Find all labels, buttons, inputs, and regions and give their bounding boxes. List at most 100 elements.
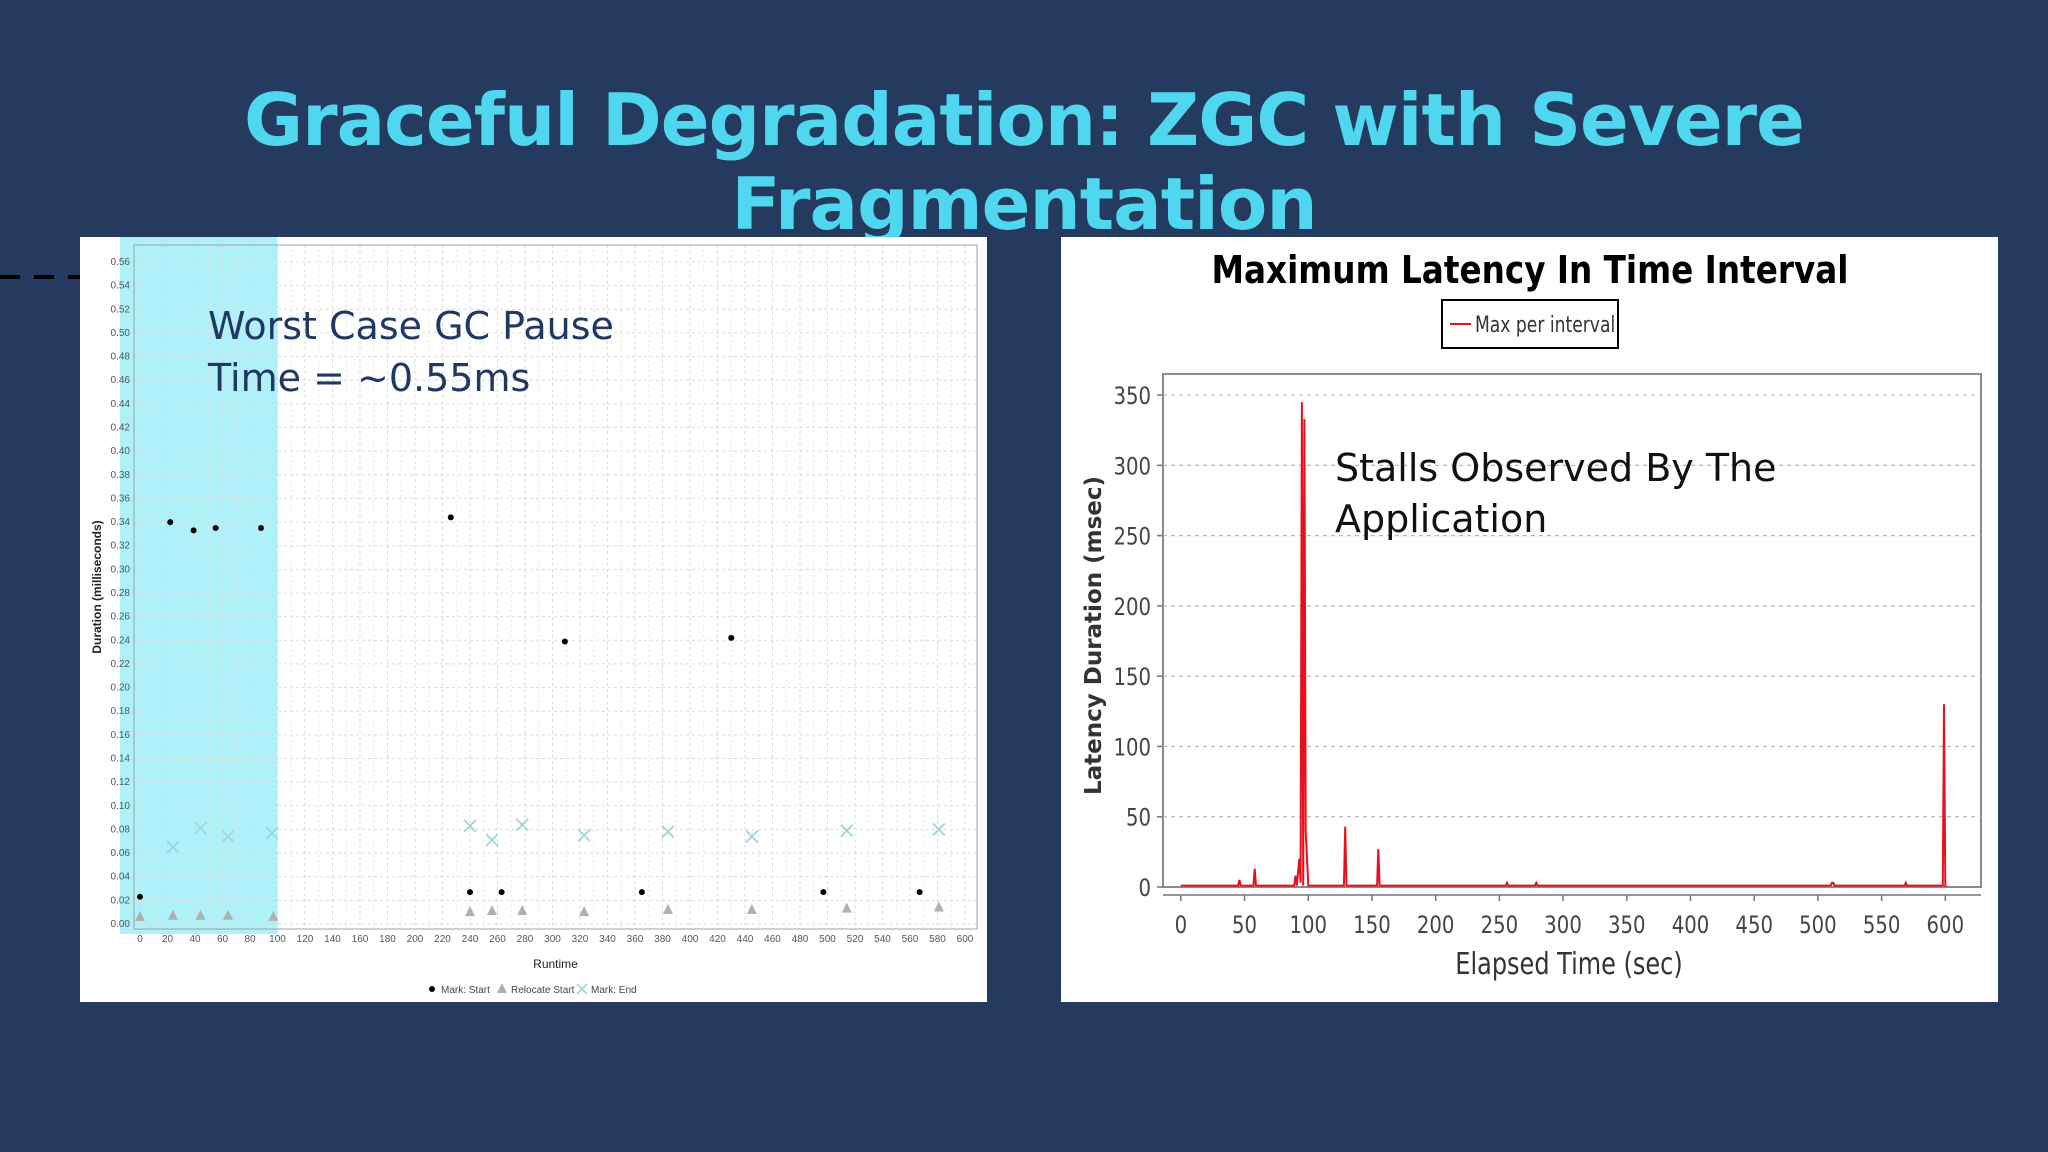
y-tick-label: 50	[1126, 805, 1151, 832]
mark-start-point	[190, 527, 197, 534]
x-tick-label: 500	[819, 934, 836, 945]
mark-end-point	[193, 821, 208, 835]
x-tick-label: 0	[1175, 912, 1188, 939]
mark-start-point	[916, 889, 923, 896]
scatter-plot-svg: 0 20 40 60 80 100 120 140 160 180 200 220 240 260 280 3…	[90, 237, 978, 996]
legend-box	[1441, 299, 1619, 349]
x-tick-label: 180	[379, 934, 396, 945]
y-tick-label: 0.52	[111, 304, 131, 315]
mark-start-point	[137, 893, 143, 900]
y-tick-label: 0.30	[111, 564, 131, 575]
relocate-start-point	[487, 904, 497, 915]
legend-label: Relocate Start	[511, 985, 575, 996]
x-tick-label: 600	[957, 934, 974, 945]
x-tick-label: 500	[1799, 912, 1837, 939]
relocate-start-point	[663, 903, 673, 914]
x-tick-label: 200	[1417, 912, 1455, 939]
x-tick-label: 350	[1608, 912, 1646, 939]
x-tick-label: 380	[654, 934, 671, 945]
y-tick-label: 0.40	[111, 446, 131, 457]
x-tick-label: 400	[682, 934, 699, 945]
x-tick-label: 60	[217, 934, 229, 945]
x-tick-label: 450	[1735, 912, 1773, 939]
mark-start-point	[447, 514, 454, 521]
mark-end-point	[515, 818, 529, 832]
y-tick-label: 200	[1113, 594, 1151, 621]
y-tick-label: 0.24	[111, 635, 131, 646]
y-tick-label: 0.36	[111, 493, 131, 504]
gc-pause-scatter-chart: 0 20 40 60 80 100 120 140 160 180 200 220 240 260 280 3…	[80, 237, 987, 1002]
mark-end-point	[463, 819, 477, 833]
y-tick-label: 0.32	[111, 541, 131, 552]
y-tick-label: 100	[1113, 735, 1151, 762]
x-tick-label: 200	[407, 934, 424, 945]
x-tick-label: 150	[1353, 912, 1391, 939]
legend-x-icon	[576, 983, 588, 995]
mark-start-point	[212, 524, 219, 531]
y-tick-label: 0.18	[111, 706, 131, 717]
x-tick-label: 100	[1289, 912, 1327, 939]
mark-end-point	[577, 828, 591, 842]
y-tick-label: 0.44	[111, 399, 131, 410]
relocate-start-point	[135, 910, 145, 921]
x-tick-label: 550	[1863, 912, 1901, 939]
mark-end-point	[221, 829, 235, 844]
y-tick-label: 0.34	[111, 517, 131, 528]
relocate-start-point	[465, 906, 475, 917]
annotation-line-2: Application	[1335, 497, 1547, 541]
legend-label: Mark: End	[591, 985, 637, 996]
y-tick-label: 0.28	[111, 588, 131, 599]
mark-start-point	[561, 638, 568, 645]
y-tick-label: 0.12	[111, 777, 131, 788]
y-tick-label: 0.56	[111, 257, 131, 268]
mark-start-point	[167, 519, 174, 526]
y-tick-label: 0.46	[111, 375, 131, 386]
y-tick-label: 0.02	[111, 895, 131, 906]
x-tick-label: 250	[1481, 912, 1519, 939]
x-tick-label: 220	[434, 934, 451, 945]
x-tick-label: 260	[489, 934, 506, 945]
plot-frame	[1162, 373, 1982, 888]
x-tick-label: 580	[929, 934, 946, 945]
highlight-region	[120, 237, 278, 934]
mark-end-point	[932, 822, 946, 837]
y-tick-label: 0.06	[111, 848, 131, 859]
mark-end-point	[745, 829, 759, 844]
y-tick-label: 0.48	[111, 352, 131, 363]
max-latency-line-chart: Maximum Latency In Time Interval Max per …	[1061, 237, 1998, 1002]
x-tick-label: 0	[137, 934, 143, 945]
y-tick-label: 0.04	[111, 872, 131, 883]
y-tick-label: 0.26	[111, 612, 131, 623]
y-axis-label: Latency Duration (msec)	[1081, 476, 1107, 795]
relocate-start-point	[195, 909, 206, 920]
relocate-start-point	[841, 902, 852, 913]
chart-title: Maximum Latency In Time Interval	[1211, 249, 1848, 293]
mark-end-point	[485, 833, 499, 847]
x-tick-label: 300	[544, 934, 561, 945]
x-tick-label: 560	[902, 934, 919, 945]
y-tick-label: 0.08	[111, 824, 131, 835]
series-line-max-per-interval	[1180, 402, 1947, 887]
x-tick-label: 120	[297, 934, 314, 945]
x-tick-label: 360	[627, 934, 644, 945]
y-tick-label: 0.20	[111, 683, 131, 694]
y-tick-label: 150	[1113, 664, 1151, 691]
x-tick-label: 600	[1927, 912, 1965, 939]
slide-title: Graceful Degradation: ZGC with Severe Fr…	[243, 78, 1805, 246]
mark-end-point	[166, 840, 180, 854]
legend-label: Max per interval	[1475, 312, 1615, 338]
relocate-start-point	[746, 903, 757, 914]
x-tick-label: 540	[874, 934, 891, 945]
relocate-start-point	[579, 906, 590, 917]
x-tick-label: 80	[244, 934, 256, 945]
y-tick-label: 0.00	[111, 919, 131, 930]
x-tick-label: 160	[352, 934, 369, 945]
relocate-start-point	[268, 910, 279, 921]
x-tick-label: 40	[189, 934, 201, 945]
x-tick-label: 240	[462, 934, 479, 945]
annotation-line-1: Stalls Observed By The	[1335, 446, 1777, 490]
mark-start-point	[498, 889, 505, 896]
legend-label: Mark: Start	[441, 985, 490, 996]
mark-start-point	[728, 634, 735, 641]
y-tick-label: 350	[1113, 383, 1151, 410]
